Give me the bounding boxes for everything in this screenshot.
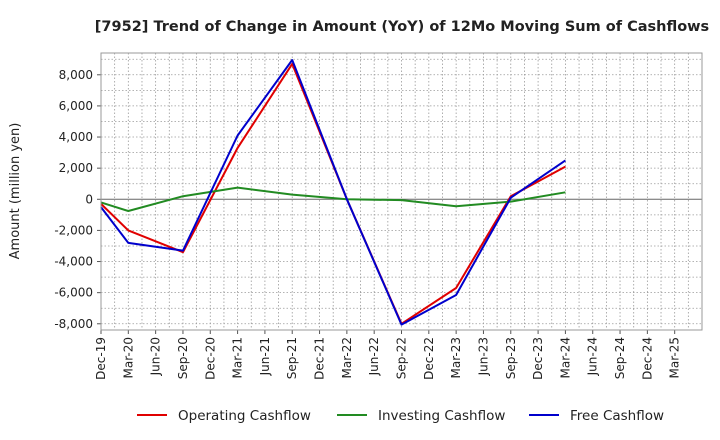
x-tick-label: Mar-24 bbox=[558, 337, 572, 378]
x-tick-label: Dec-23 bbox=[531, 337, 545, 380]
x-tick-label: Jun-23 bbox=[476, 337, 490, 376]
x-axis-ticks: Dec-19 Mar-20 Jun-20 Sep-20 Dec-20 Mar-21 Jun-… bbox=[94, 330, 682, 380]
y-tick-label: -8,000 bbox=[54, 317, 93, 331]
y-tick-label: 2,000 bbox=[59, 161, 93, 175]
x-tick-label: Mar-22 bbox=[340, 337, 354, 378]
y-axis-label: Amount (million yen) bbox=[8, 123, 23, 260]
y-tick-label: -4,000 bbox=[54, 255, 93, 269]
x-tick-label: Mar-25 bbox=[668, 337, 682, 378]
y-tick-label: 6,000 bbox=[59, 99, 93, 113]
y-tick-label: 0 bbox=[85, 192, 93, 206]
x-tick-label: Dec-21 bbox=[313, 337, 327, 380]
legend-label: Free Cashflow bbox=[570, 408, 664, 424]
series-lines bbox=[100, 59, 566, 326]
x-tick-label: Mar-23 bbox=[449, 337, 463, 378]
y-tick-label: 4,000 bbox=[59, 130, 93, 144]
x-tick-label: Sep-24 bbox=[613, 337, 627, 379]
x-tick-label: Mar-20 bbox=[121, 337, 135, 378]
x-tick-label: Jun-20 bbox=[149, 337, 163, 376]
x-tick-label: Sep-20 bbox=[176, 337, 190, 379]
plot-area-frame bbox=[100, 52, 703, 331]
x-tick-label: Jun-24 bbox=[586, 337, 600, 376]
x-tick-label: Sep-21 bbox=[285, 337, 299, 379]
y-tick-label: -2,000 bbox=[54, 223, 93, 237]
x-tick-label: Dec-22 bbox=[422, 337, 436, 380]
series-line-free-cashflow bbox=[100, 59, 566, 326]
legend-label: Operating Cashflow bbox=[178, 408, 311, 424]
y-axis-ticks: -8,000 -6,000 -4,000 -2,000 0 2,000 4,000 6,000… bbox=[54, 68, 101, 331]
x-tick-label: Jun-21 bbox=[258, 337, 272, 376]
x-tick-label: Sep-22 bbox=[395, 337, 409, 379]
grid bbox=[101, 53, 702, 330]
x-tick-label: Dec-20 bbox=[203, 337, 217, 380]
legend: Operating Cashflow Investing Cashflow Free… bbox=[137, 408, 664, 424]
x-tick-label: Dec-24 bbox=[640, 337, 654, 380]
x-tick-label: Dec-19 bbox=[94, 337, 108, 380]
series-line-investing-cashflow bbox=[100, 186, 566, 212]
chart-title: [7952] Trend of Change in Amount (YoY) o… bbox=[95, 19, 709, 35]
y-tick-label: -6,000 bbox=[54, 286, 93, 300]
x-tick-label: Jun-22 bbox=[367, 337, 381, 376]
x-tick-label: Mar-21 bbox=[231, 337, 245, 378]
x-tick-label: Sep-23 bbox=[504, 337, 518, 379]
y-tick-label: 8,000 bbox=[59, 68, 93, 82]
legend-label: Investing Cashflow bbox=[378, 408, 505, 424]
